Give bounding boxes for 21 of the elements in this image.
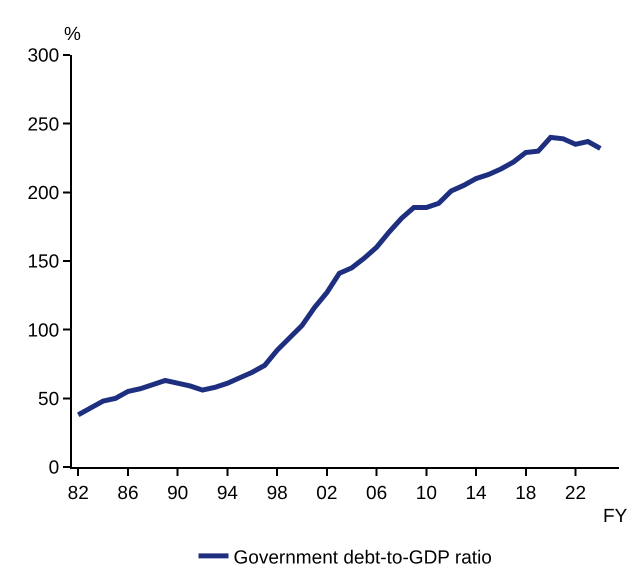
x-tick-label: 18 xyxy=(515,482,536,504)
legend-label: Government debt-to-GDP ratio xyxy=(234,547,492,568)
x-tick-label: 86 xyxy=(117,482,139,504)
x-axis-title: FY xyxy=(603,506,628,527)
x-tick-label: 90 xyxy=(167,482,188,504)
x-tick-label: 94 xyxy=(216,482,238,504)
y-tick-label: 50 xyxy=(38,388,60,410)
x-tick-label: 22 xyxy=(564,482,586,504)
y-tick-label: 250 xyxy=(27,114,60,136)
y-tick-label: 200 xyxy=(27,182,60,204)
y-tick-label: 0 xyxy=(48,458,60,479)
x-tick-label: 06 xyxy=(366,482,388,504)
x-tick-label: 14 xyxy=(465,482,488,504)
y-tick-label: 150 xyxy=(27,252,60,273)
y-tick-label: 100 xyxy=(27,320,60,342)
y-axis-title: % xyxy=(64,24,81,45)
x-tick-label: 10 xyxy=(416,482,437,504)
x-tick-label: 02 xyxy=(316,482,338,504)
x-tick-label: 82 xyxy=(68,482,89,504)
y-tick-label: 300 xyxy=(27,46,60,67)
x-tick-label: 98 xyxy=(266,482,288,504)
